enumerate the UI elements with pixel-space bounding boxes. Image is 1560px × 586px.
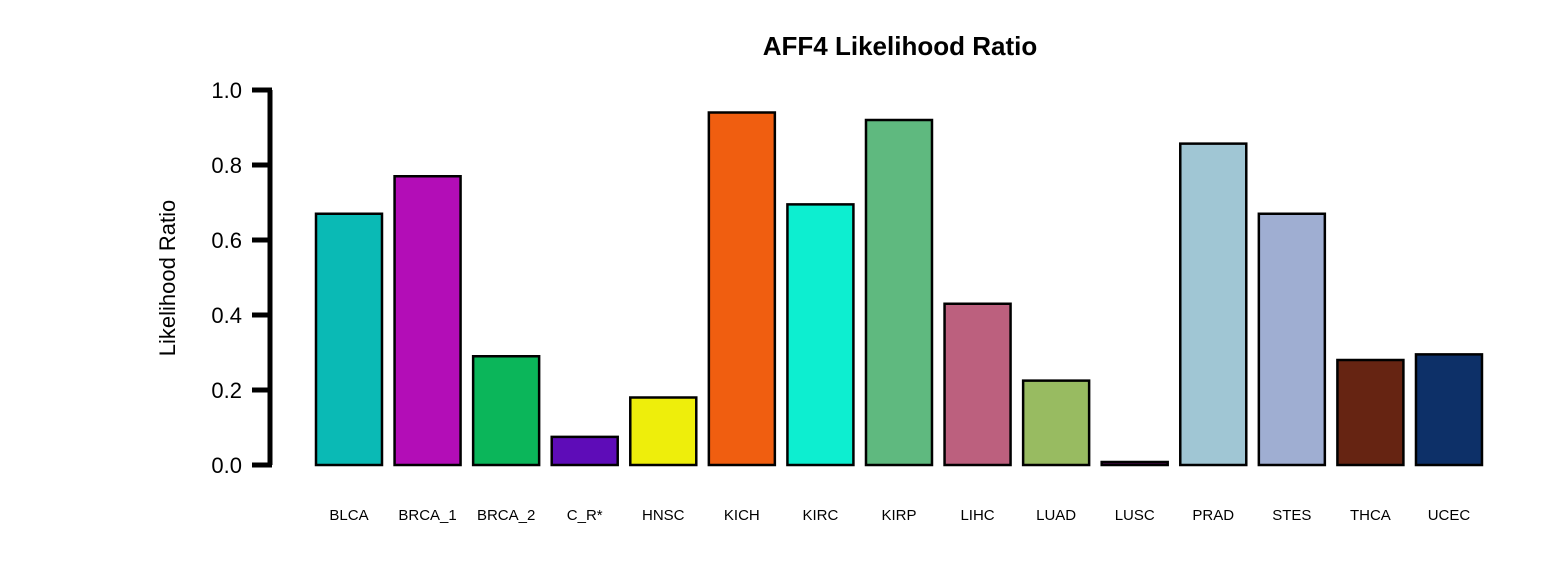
- y-tick-label: 0.4: [211, 303, 242, 328]
- x-tick-label: THCA: [1350, 507, 1391, 524]
- bar-prad: [1179, 142, 1248, 467]
- x-tick-label: PRAD: [1192, 507, 1234, 524]
- bar-kich: [707, 111, 777, 467]
- bar-thca: [1336, 358, 1405, 467]
- bar-lihc: [943, 302, 1012, 467]
- x-tick-label: BRCA_1: [398, 507, 456, 524]
- x-tick-label: UCEC: [1428, 507, 1471, 524]
- x-tick-label: BRCA_2: [477, 507, 535, 524]
- bar-brca-1: [393, 175, 462, 467]
- bars-group: [314, 111, 1484, 467]
- x-tick-label: KIRP: [881, 507, 916, 524]
- x-tick-label: KIRC: [802, 507, 838, 524]
- x-tick-label: KICH: [724, 507, 760, 524]
- y-tick-label: 0.6: [211, 228, 242, 253]
- bar-stes: [1257, 212, 1327, 467]
- x-tick-label: LUSC: [1115, 507, 1155, 524]
- bar-kirc: [786, 203, 855, 467]
- bar-brca-2: [471, 355, 541, 467]
- bar-kirp: [864, 118, 934, 467]
- y-tick-label: 0.2: [211, 378, 242, 403]
- bar-hnsc: [629, 396, 698, 467]
- y-tick-label: 0.0: [211, 453, 242, 478]
- y-axis: 0.0 0.2 0.4 0.6 0.8 1.0: [211, 78, 273, 478]
- y-axis-label: Likelihood Ratio: [155, 200, 180, 357]
- x-tick-label: HNSC: [642, 507, 685, 524]
- bar-c-r-: [550, 435, 619, 467]
- bar-ucec: [1414, 353, 1484, 467]
- x-tick-label: LIHC: [960, 507, 994, 524]
- bar-blca: [314, 212, 384, 467]
- bar-lusc: [1100, 460, 1169, 467]
- x-tick-labels: BLCA BRCA_1 BRCA_2 C_R* HNSC KICH KIRC KIRP LIHC…: [329, 507, 1470, 524]
- y-tick-label: 0.8: [211, 153, 242, 178]
- bar-luad: [1021, 379, 1091, 467]
- x-tick-label: C_R*: [567, 507, 603, 524]
- chart-title: AFF4 Likelihood Ratio: [763, 31, 1037, 61]
- x-tick-label: STES: [1272, 507, 1311, 524]
- x-tick-label: BLCA: [329, 507, 368, 524]
- y-tick-label: 1.0: [211, 78, 242, 103]
- x-tick-label: LUAD: [1036, 507, 1076, 524]
